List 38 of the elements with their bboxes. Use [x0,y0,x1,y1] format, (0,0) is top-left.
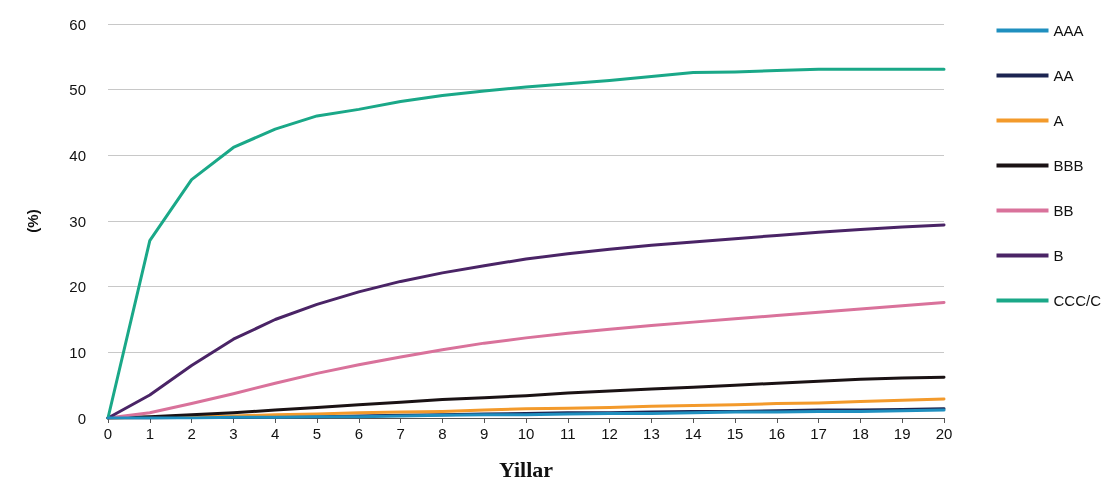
y-tick-label: 30 [69,212,86,230]
x-tick-label: 17 [810,425,827,442]
x-tick-label: 15 [726,425,744,442]
x-tick-label: 10 [517,425,535,442]
legend-label: AA [1053,67,1074,84]
x-tick-label: 1 [145,425,154,442]
legend-label: BBB [1053,157,1084,174]
x-tick-label: 0 [103,425,113,442]
x-tick-label: 16 [768,425,786,442]
legend-label: BB [1053,202,1074,219]
line-series [106,67,946,420]
x-axis-title: Yillar [498,456,554,482]
x-tick-label: 12 [601,425,618,442]
y-tick-label: 50 [69,81,86,99]
x-tick-label: 5 [312,425,322,442]
x-tick-label: 13 [643,425,660,442]
x-tick-label: 11 [560,425,576,442]
x-tick-label: 6 [354,425,363,442]
x-tick-label: 19 [893,425,911,442]
x-tick-label: 3 [229,425,238,442]
y-tick-label: 0 [77,409,86,427]
y-tick-label: 20 [69,278,86,296]
y-axis-title: (%) [24,209,41,233]
legend-label: B [1053,247,1064,264]
x-tick-label: 8 [438,425,447,442]
x-tick-label: 14 [684,425,702,442]
y-tick-label: 10 [69,343,86,361]
legend-label: CCC/C [1053,292,1102,309]
x-tick-label: 7 [396,425,405,442]
x-tick-label: 9 [480,425,489,442]
legend-label: A [1053,112,1064,129]
y-tick-label: 60 [69,15,86,33]
x-tick-label: 20 [935,425,953,442]
x-tick-label: 4 [271,425,280,442]
y-tick-label: 40 [69,146,86,164]
x-tick-label: 2 [187,425,196,442]
legend-label: AAA [1053,22,1084,39]
x-tick-label: 18 [852,425,869,442]
